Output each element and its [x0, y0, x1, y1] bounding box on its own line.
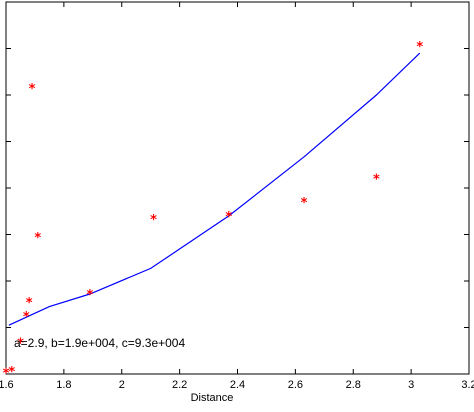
data-point: *: [301, 196, 308, 211]
plot-area: [5, 1, 470, 375]
x-tick-label: 2: [119, 379, 125, 391]
data-point: *: [150, 213, 157, 228]
data-point: *: [23, 310, 30, 325]
x-tick-label: 2.2: [172, 379, 187, 391]
data-point: *: [8, 365, 15, 380]
x-axis: 1.6 1.8 2 2.2 2.4 2.6 2.8 3 3.2: [0, 2, 474, 391]
fit-annotation: a=2.9, b=1.9e+004, c=9.3e+004: [14, 336, 185, 350]
data-point: *: [26, 296, 33, 311]
y-axis: [6, 1, 469, 375]
x-tick-label: 1.8: [56, 379, 71, 391]
x-tick-label: 2.4: [230, 379, 245, 391]
data-point: *: [416, 40, 423, 55]
data-point: *: [225, 210, 232, 225]
data-point: *: [87, 288, 94, 303]
fit-curve: [8, 52, 421, 326]
data-point: *: [34, 231, 41, 246]
data-point: *: [373, 173, 380, 188]
x-tick-label: 3.2: [461, 379, 474, 391]
x-tick-label: 2.8: [346, 379, 361, 391]
plot-layer: ********* ****: [3, 40, 424, 381]
data-point: *: [3, 367, 10, 382]
x-tick-label: 3: [408, 379, 414, 391]
x-axis-title: Distance: [191, 392, 234, 404]
x-tick-label: 2.6: [288, 379, 303, 391]
x-tick-label: 1.6: [0, 379, 14, 391]
data-point: *: [29, 82, 36, 97]
data-point: *: [17, 336, 24, 351]
